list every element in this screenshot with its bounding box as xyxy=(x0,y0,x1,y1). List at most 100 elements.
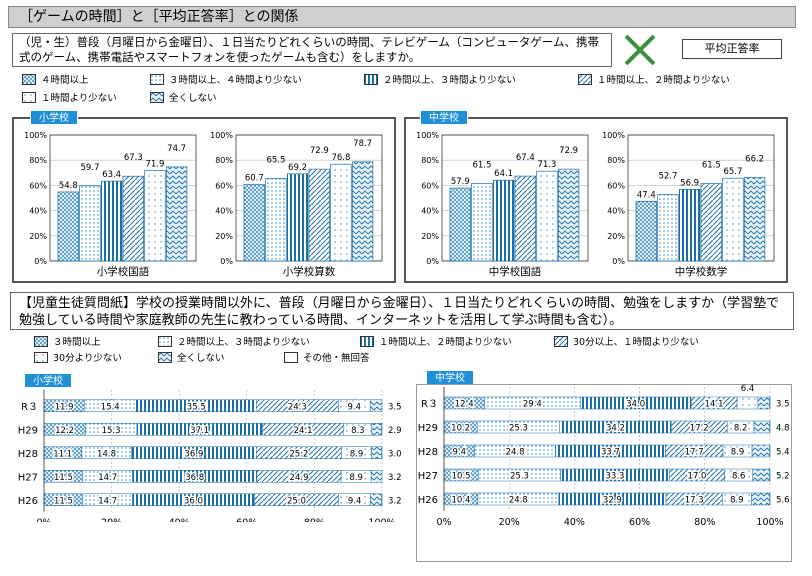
bar-value-label: 72.9 xyxy=(559,146,578,156)
x-tick-label: 0% xyxy=(436,517,451,528)
legend-game-time: ４時間以上 ３時間以上、４時間より少ない ２時間以上、３時間より少ない １時間以上、２… xyxy=(22,72,802,106)
y-tick-label: 60% xyxy=(215,181,233,190)
legend-label: １時間より少ない xyxy=(41,93,117,104)
panel-elementary xyxy=(12,117,396,283)
segment-value-label: 3.2 xyxy=(388,496,402,506)
legend-label: ４時間以上 xyxy=(41,75,89,86)
y-tick-label: 20% xyxy=(215,232,233,241)
y-tick-label: 40% xyxy=(421,207,439,216)
segment-value-label: 33.7 xyxy=(601,448,620,458)
segment-value-label: 17.2 xyxy=(690,424,709,434)
segment-value-label: 5.2 xyxy=(776,472,790,482)
stacked-segment xyxy=(381,493,383,506)
stacked-segment xyxy=(757,396,770,410)
legend-swatch xyxy=(364,73,378,85)
bar-value-label: 56.9 xyxy=(680,178,699,188)
legend-label: 全くしない xyxy=(177,353,225,364)
bar xyxy=(557,168,580,262)
category-label: H27 xyxy=(18,472,38,483)
segment-value-label: 5.6 xyxy=(776,496,790,506)
chart-junior-study: 0% 20% 40% 60% 80% 100% R３ 12.4 29.4 34.0 14.1 6.4 3… xyxy=(418,384,790,528)
segment-value-label: 9.4 xyxy=(348,496,362,506)
legend-item: 30分より少ない xyxy=(34,350,122,364)
segment-value-label: 2.9 xyxy=(388,426,402,436)
bar-value-label: 74.7 xyxy=(167,144,186,154)
legend-label: ２時間以上、３時間より少ない xyxy=(383,75,516,86)
bar-value-label: 66.2 xyxy=(745,155,764,165)
bar xyxy=(286,173,309,262)
legend-item: ４時間以上 xyxy=(22,72,89,86)
segment-value-label: 33.3 xyxy=(606,472,625,482)
bar-value-label: 71.9 xyxy=(145,159,164,169)
bar xyxy=(657,194,679,262)
legend-swatch xyxy=(22,73,36,85)
bar-value-label: 78.7 xyxy=(353,139,372,149)
segment-value-label: 25.3 xyxy=(509,424,528,434)
bar-value-label: 61.5 xyxy=(472,161,491,171)
legend-item: 全くしない xyxy=(150,90,217,104)
legend-swatch xyxy=(360,335,374,347)
x-axis-label: 中学校国語 xyxy=(489,265,542,278)
bar xyxy=(635,200,657,262)
legend-label: 30分以上、１時間より少ない xyxy=(573,337,699,348)
bar xyxy=(79,185,101,262)
segment-value-label: 37.1 xyxy=(190,426,209,436)
bar-value-label: 63.4 xyxy=(102,170,121,180)
metric-label: 平均正答率 xyxy=(682,39,782,59)
bar-value-label: 71.3 xyxy=(537,160,556,170)
bar-value-label: 72.9 xyxy=(310,146,329,156)
x-tick-label: 20% xyxy=(499,517,520,528)
panel-junior xyxy=(404,117,788,283)
category-label: H27 xyxy=(418,471,438,482)
segment-value-label: 24.8 xyxy=(506,448,525,458)
bar xyxy=(122,175,144,262)
cross-icon xyxy=(624,34,656,66)
segment-value-label: 25.3 xyxy=(510,472,529,482)
legend-swatch xyxy=(150,91,164,103)
segment-value-label: 17.3 xyxy=(685,496,704,506)
bar xyxy=(536,170,558,262)
segment-value-label: 14.8 xyxy=(97,449,116,459)
segment-value-label: 8.3 xyxy=(351,426,365,436)
segment-value-label: 32.9 xyxy=(603,496,622,506)
legend-item: １時間より少ない xyxy=(22,90,117,104)
bar-value-label: 67.3 xyxy=(124,153,143,163)
bar xyxy=(471,183,493,262)
x-tick-label: 100% xyxy=(368,518,395,523)
chart-elem-study: 0% 20% 40% 60% 80% 100% R３ 11.9 15.4 35.5 24.3 9.4 3… xyxy=(18,390,402,523)
bar xyxy=(243,184,265,262)
segment-value-label: 3.2 xyxy=(388,473,402,483)
stacked-segment xyxy=(769,396,771,410)
segment-value-label: 5.4 xyxy=(776,448,790,458)
legend-label: ３時間以上、４時間より少ない xyxy=(169,75,302,86)
segment-value-label: 3.5 xyxy=(388,402,402,412)
segment-value-label: 8.2 xyxy=(734,424,748,434)
legend-label: １時間以上、２時間より少ない xyxy=(379,337,512,348)
category-label: H28 xyxy=(18,449,38,460)
bar-value-label: 47.4 xyxy=(637,190,656,200)
chart-junior-math: 0% 20% 40% 60% 80% 100% 47.452.756.961.565.766… xyxy=(602,131,775,278)
segment-value-label: 11.5 xyxy=(54,496,73,506)
legend-item: 全くしない xyxy=(158,350,225,364)
segment-value-label: 15.3 xyxy=(102,426,121,436)
segment-value-label: 4.8 xyxy=(776,424,790,434)
bar xyxy=(100,180,123,262)
x-tick-label: 60% xyxy=(629,517,650,528)
category-label: H26 xyxy=(18,496,38,507)
question-game-time: （児・生）普段（月曜日から金曜日）、１日当たりどれくらいの時間、テレビゲーム（コ… xyxy=(12,33,612,67)
segment-value-label: 36.9 xyxy=(184,449,203,459)
legend-item: その他・無回答 xyxy=(284,350,370,364)
y-tick-label: 0% xyxy=(426,257,439,266)
category-label: R３ xyxy=(21,402,38,413)
y-tick-label: 0% xyxy=(220,257,233,266)
y-tick-label: 80% xyxy=(607,156,625,165)
bar-value-label: 65.5 xyxy=(266,155,285,165)
legend-item: 30分以上、１時間より少ない xyxy=(554,334,699,348)
tag-elementary-2: 小学校 xyxy=(24,373,72,388)
legend-item: １時間以上、２時間より少ない xyxy=(578,72,730,86)
segment-value-label: 25.2 xyxy=(289,449,308,459)
stacked-segment xyxy=(751,444,770,458)
legend-item: １時間以上、２時間より少ない xyxy=(360,334,512,348)
bar xyxy=(722,177,744,262)
legend-label: 全くしない xyxy=(169,93,217,104)
